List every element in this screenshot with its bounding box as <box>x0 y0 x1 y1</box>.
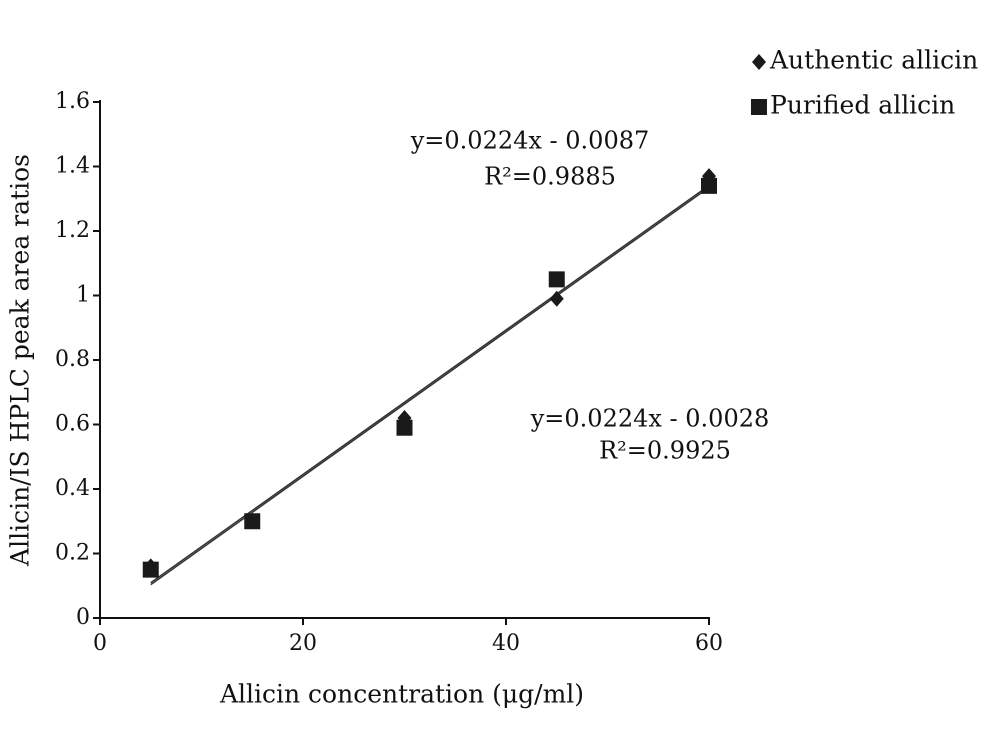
legend-label: Purified allicin <box>770 91 955 120</box>
trend-r2: R²=0.9885 <box>484 163 616 191</box>
point-diamond <box>752 54 766 70</box>
y-tick-label: 1 <box>76 283 90 308</box>
point-diamond <box>549 290 564 307</box>
y-tick-label: 0.6 <box>55 412 90 437</box>
x-tick-label: 40 <box>492 631 520 656</box>
y-tick-label: 1.2 <box>55 218 90 243</box>
x-tick-label: 20 <box>289 631 317 656</box>
trend-r2: R²=0.9925 <box>599 437 731 465</box>
x-tick-label: 60 <box>695 631 723 656</box>
x-axis-title: Allicin concentration (μg/ml) <box>219 680 584 709</box>
y-tick-label: 1.6 <box>55 89 90 114</box>
y-tick-label: 0.4 <box>55 476 90 501</box>
y-tick-label: 0 <box>76 605 90 630</box>
x-tick-label: 0 <box>93 631 107 656</box>
y-axis-title: Allicin/IS HPLC peak area ratios <box>6 154 35 567</box>
point-square <box>751 99 767 115</box>
y-tick-label: 1.4 <box>55 154 90 179</box>
y-tick-label: 0.2 <box>55 541 90 566</box>
point-square <box>142 561 159 578</box>
point-square <box>396 419 413 436</box>
trend-equation: y=0.0224x - 0.0028 <box>530 405 770 433</box>
point-square <box>548 271 565 288</box>
y-tick-label: 0.8 <box>55 347 90 372</box>
legend-label: Authentic allicin <box>769 46 978 75</box>
point-square <box>701 177 717 194</box>
trend-equation: y=0.0224x - 0.0087 <box>410 127 650 155</box>
trendline <box>150 186 710 586</box>
point-square <box>244 513 261 530</box>
trendline <box>150 184 710 584</box>
